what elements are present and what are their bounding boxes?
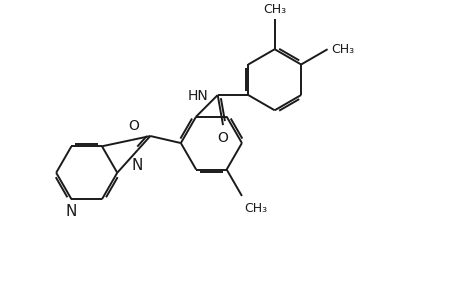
Text: CH₃: CH₃ [244, 202, 267, 214]
Text: O: O [217, 131, 228, 145]
Text: CH₃: CH₃ [330, 43, 354, 56]
Text: CH₃: CH₃ [263, 3, 285, 16]
Text: N: N [65, 204, 77, 219]
Text: HN: HN [188, 89, 208, 103]
Text: O: O [128, 119, 139, 133]
Text: N: N [132, 158, 143, 172]
